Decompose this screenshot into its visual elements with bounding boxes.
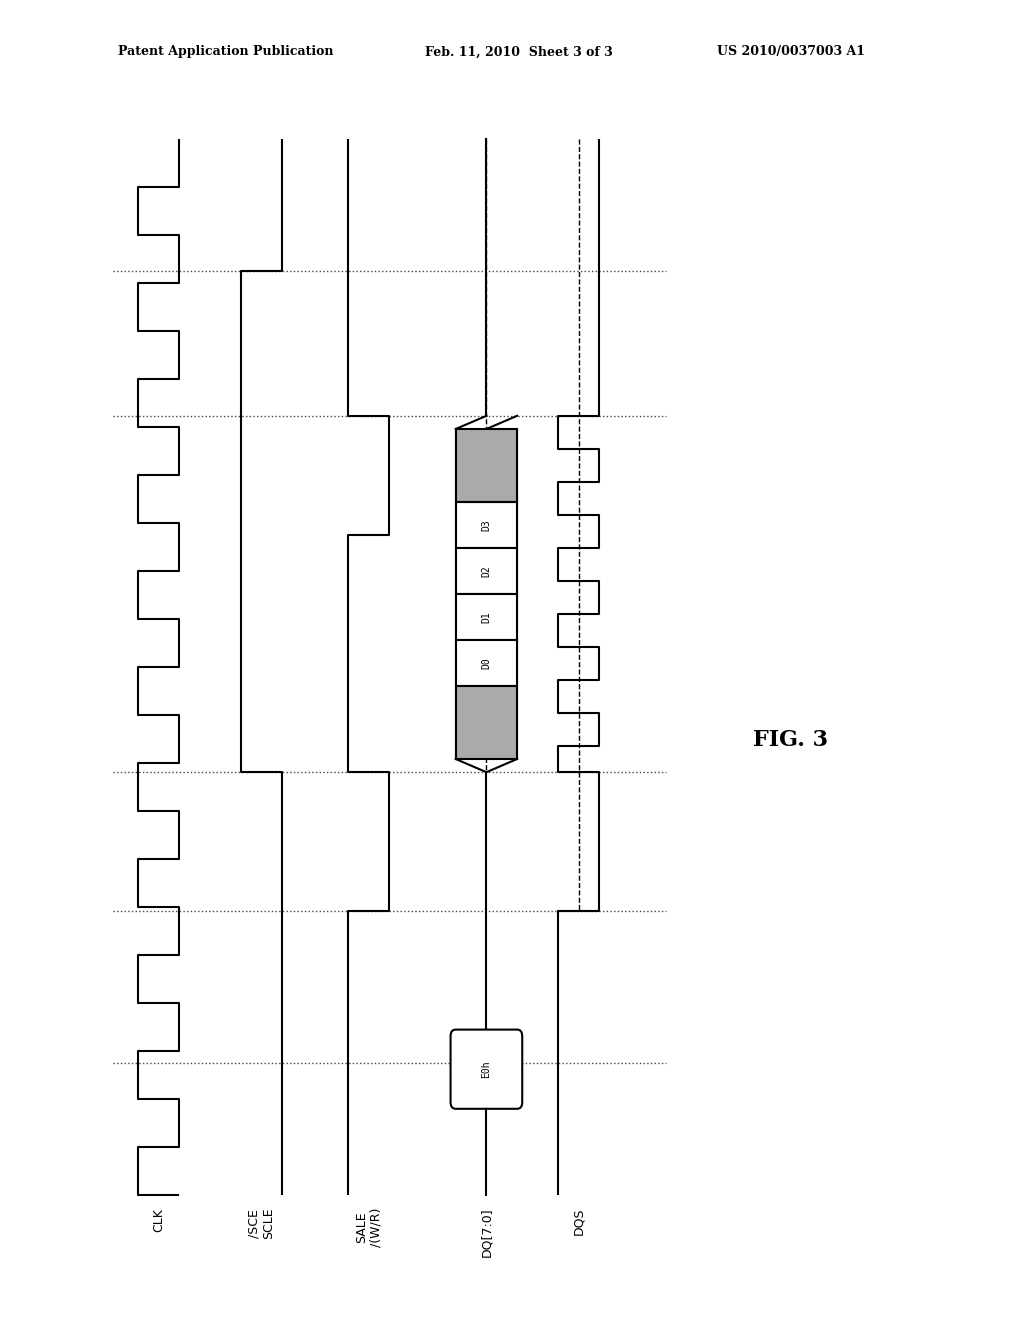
Bar xyxy=(456,686,517,759)
FancyBboxPatch shape xyxy=(451,1030,522,1109)
Text: DQ[7:0]: DQ[7:0] xyxy=(480,1208,493,1258)
Bar xyxy=(456,429,517,502)
Bar xyxy=(456,640,517,686)
Bar xyxy=(456,429,517,502)
Text: US 2010/0037003 A1: US 2010/0037003 A1 xyxy=(717,45,865,58)
Text: /SCE
SCLE: /SCE SCLE xyxy=(247,1208,275,1239)
Text: DQS: DQS xyxy=(572,1208,585,1236)
Bar xyxy=(456,502,517,548)
Text: D2: D2 xyxy=(481,565,492,577)
Text: Patent Application Publication: Patent Application Publication xyxy=(118,45,333,58)
Text: E0h: E0h xyxy=(481,1060,492,1078)
Bar xyxy=(456,548,517,594)
Text: D3: D3 xyxy=(481,519,492,531)
Text: SALE
/(W/R): SALE /(W/R) xyxy=(354,1208,383,1247)
Bar xyxy=(456,686,517,759)
Text: Feb. 11, 2010  Sheet 3 of 3: Feb. 11, 2010 Sheet 3 of 3 xyxy=(425,45,612,58)
Bar xyxy=(456,594,517,640)
Text: D1: D1 xyxy=(481,611,492,623)
Text: CLK: CLK xyxy=(153,1208,165,1232)
Text: D0: D0 xyxy=(481,657,492,669)
Text: FIG. 3: FIG. 3 xyxy=(753,729,827,751)
